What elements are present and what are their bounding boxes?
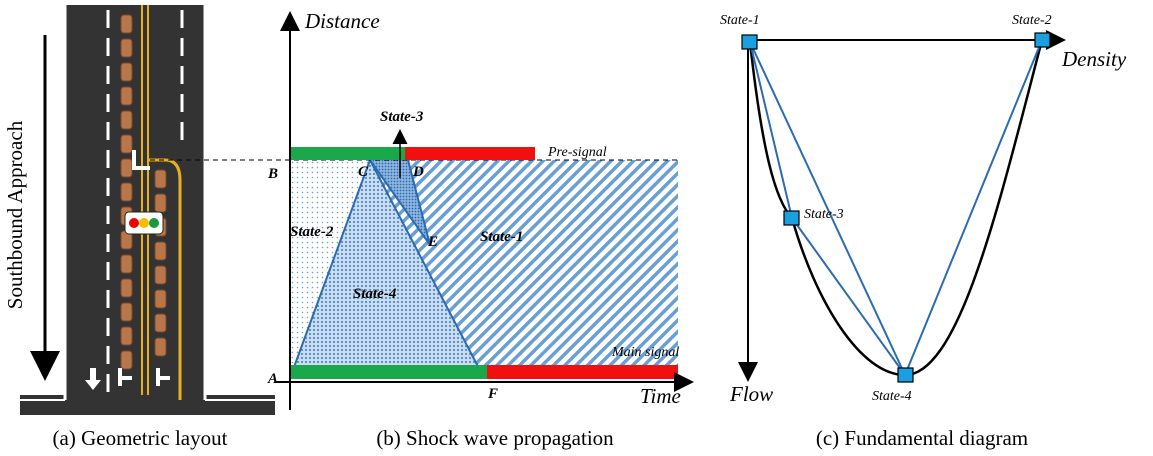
- caption: (b) Shock wave propagation: [376, 426, 614, 450]
- car: [121, 87, 132, 105]
- pre-signal-label: Pre-signal: [547, 145, 607, 160]
- car: [121, 135, 132, 153]
- point-label: B: [267, 166, 278, 182]
- cross-road: [20, 395, 275, 415]
- state-label: State-4: [872, 389, 912, 404]
- x-axis-label: Density: [1061, 47, 1127, 71]
- state-label: State-3: [380, 109, 424, 125]
- approach-label: Southbound Approach: [3, 120, 27, 309]
- car: [155, 266, 166, 284]
- car: [121, 303, 132, 321]
- state-label: State-1: [480, 229, 523, 245]
- car: [121, 255, 132, 273]
- fundamental-diagram: State-1 State-2 State-3 State-4 Density …: [720, 13, 1127, 450]
- y-axis-label: Distance: [304, 9, 380, 33]
- point-label: F: [487, 386, 498, 402]
- point-label: E: [427, 234, 438, 250]
- car: [155, 314, 166, 332]
- state-label: State-3: [804, 207, 844, 222]
- point-label: D: [412, 164, 424, 180]
- car: [121, 279, 132, 297]
- car: [121, 183, 132, 201]
- x-axis-label: Time: [640, 384, 681, 408]
- car: [121, 63, 132, 81]
- point-label: C: [358, 164, 369, 180]
- caption: (a) Geometric layout: [53, 426, 228, 450]
- car: [121, 15, 132, 33]
- shock-wave-propagation: Distance Time Pre-signal Main signal A B…: [150, 9, 690, 450]
- car: [155, 170, 166, 188]
- point-label: A: [267, 371, 278, 387]
- fd-curve: [750, 40, 1042, 375]
- car: [155, 290, 166, 308]
- car: [155, 194, 166, 212]
- car: [121, 351, 132, 369]
- y-axis-label: Flow: [729, 382, 773, 406]
- car: [121, 327, 132, 345]
- car: [121, 39, 132, 57]
- main-signal-label: Main signal: [611, 345, 679, 360]
- figure: Southbound Approach (a) Geometric layout…: [0, 0, 1153, 456]
- car: [121, 159, 132, 177]
- car: [155, 338, 166, 356]
- car: [121, 111, 132, 129]
- geometric-layout: Southbound Approach (a) Geometric layout: [3, 5, 275, 450]
- road: [65, 5, 205, 405]
- state-label: State-2: [290, 224, 334, 240]
- car: [155, 242, 166, 260]
- state-label: State-1: [720, 13, 760, 28]
- caption: (c) Fundamental diagram: [816, 426, 1028, 450]
- state-label: State-2: [1012, 13, 1052, 28]
- state-label: State-4: [353, 286, 397, 302]
